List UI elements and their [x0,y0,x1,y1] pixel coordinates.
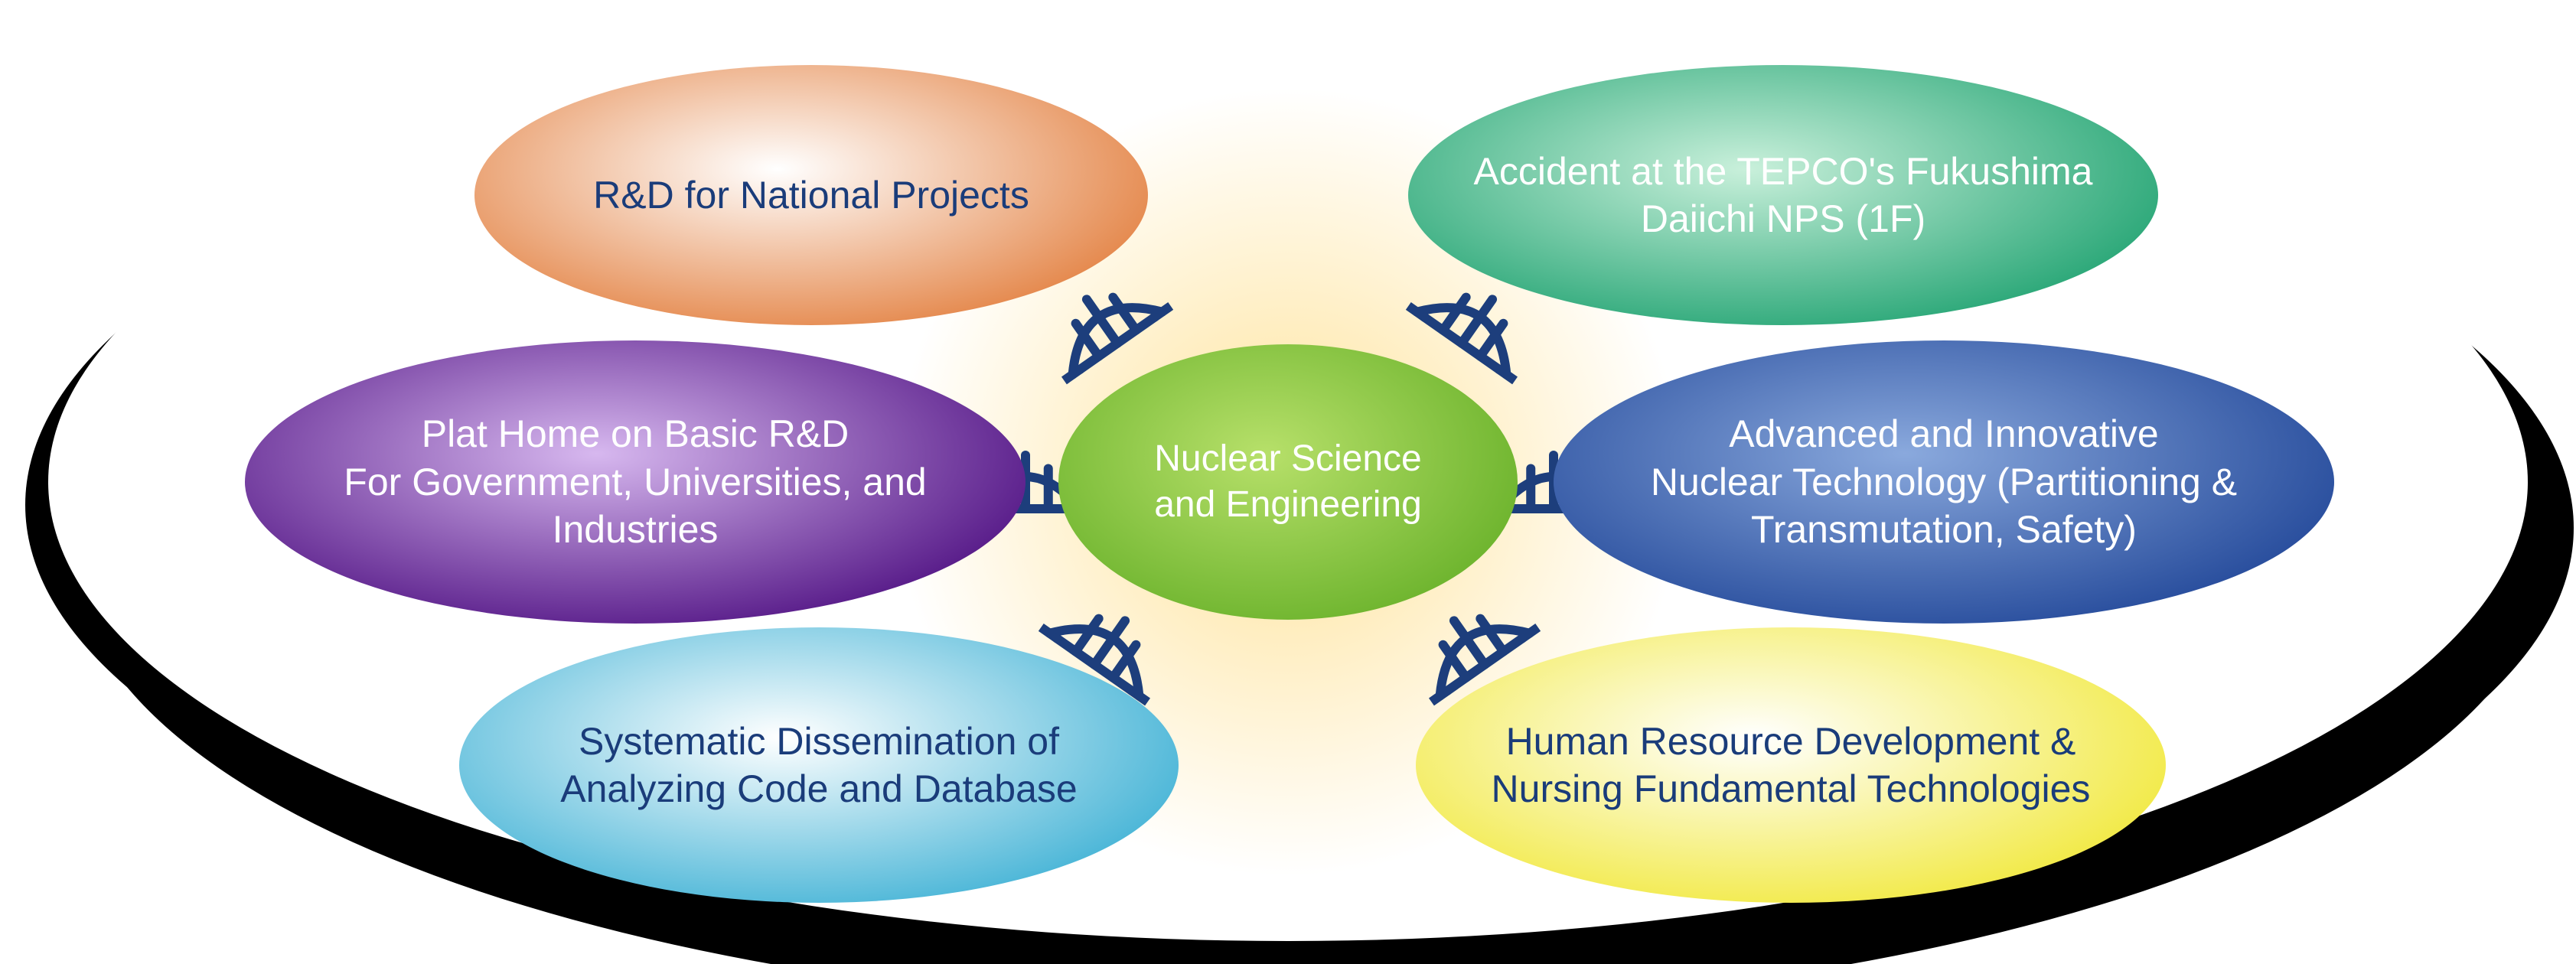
node-dissemination: Systematic Dissemination ofAnalyzing Cod… [459,627,1179,903]
node-plat-home: Plat Home on Basic R&DFor Government, Un… [245,340,1026,624]
center-node: Nuclear Scienceand Engineering [1058,344,1518,620]
center-node-label: Nuclear Scienceand Engineering [1154,436,1422,528]
node-label: Human Resource Development &Nursing Fund… [1492,718,2091,813]
node-label: Advanced and InnovativeNuclear Technolog… [1651,410,2237,554]
node-label: Accident at the TEPCO's FukushimaDaiichi… [1474,148,2093,243]
node-label: Systematic Dissemination ofAnalyzing Cod… [560,718,1077,813]
node-advanced-tech: Advanced and InnovativeNuclear Technolog… [1554,340,2334,624]
node-fukushima: Accident at the TEPCO's FukushimaDaiichi… [1408,65,2158,325]
diagram-stage: Nuclear Scienceand Engineering R&D for N… [0,0,2576,964]
node-label: R&D for National Projects [593,171,1029,220]
node-human-resource: Human Resource Development &Nursing Fund… [1416,627,2166,903]
node-rd-national: R&D for National Projects [474,65,1148,325]
node-label: Plat Home on Basic R&DFor Government, Un… [344,410,926,554]
